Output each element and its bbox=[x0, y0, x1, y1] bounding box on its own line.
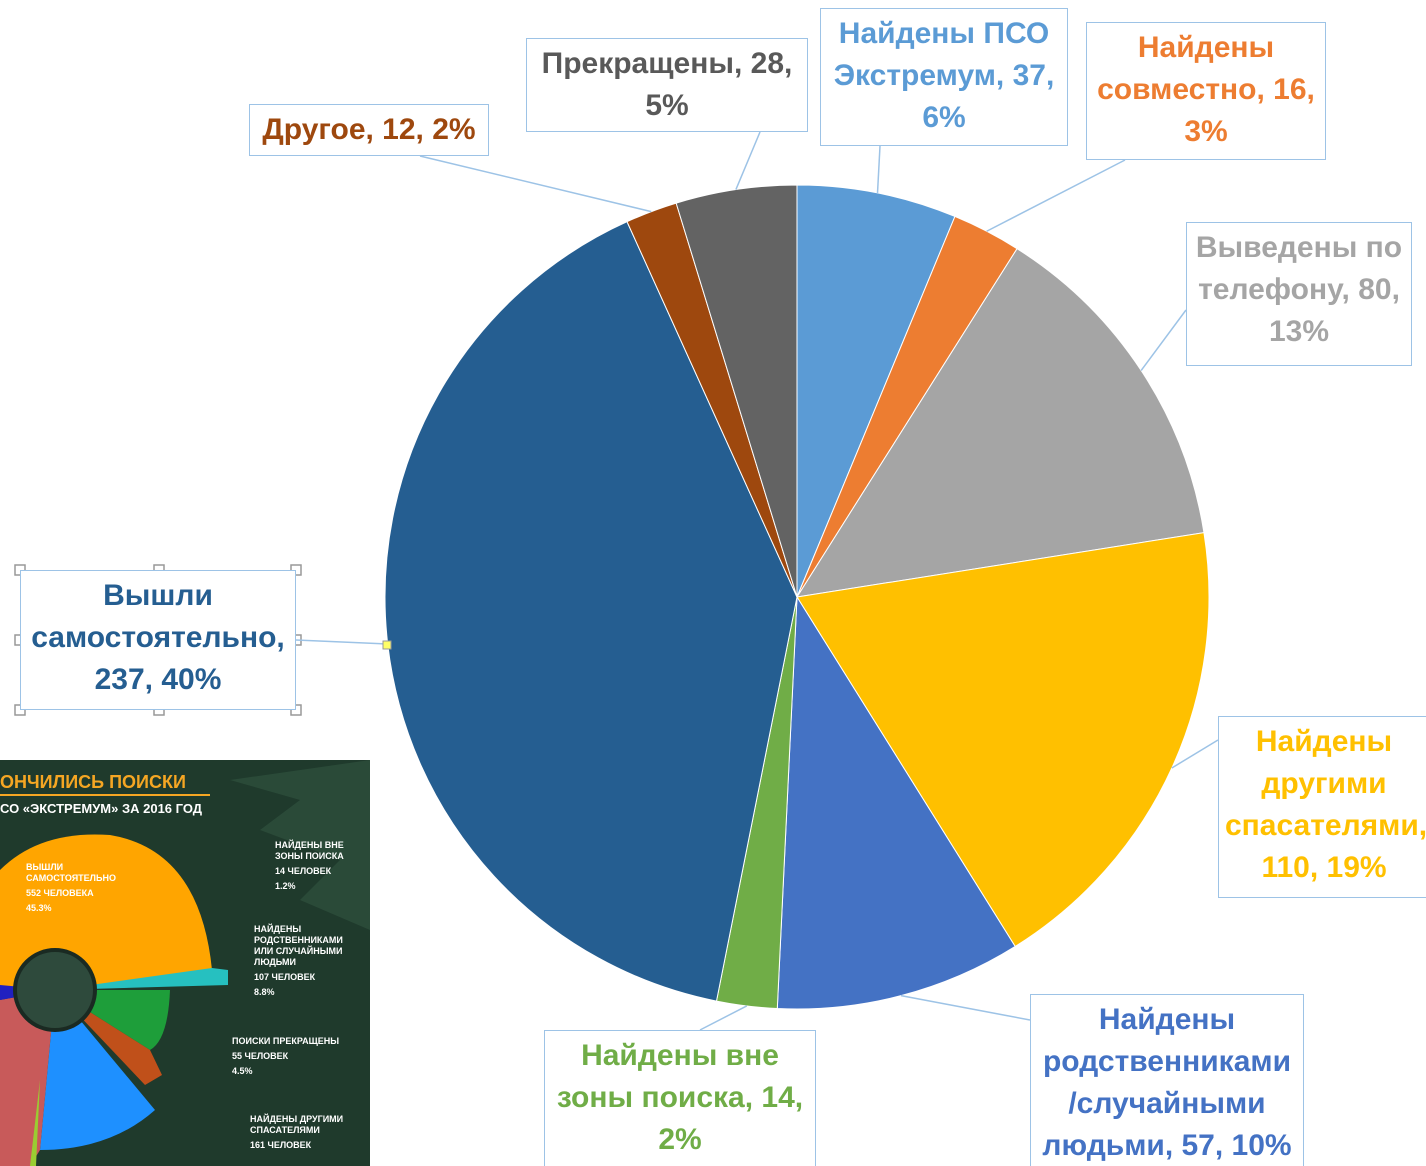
data-label: Найдены родственниками /случайными людьм… bbox=[1030, 994, 1304, 1166]
inset-label-line: 14 ЧЕЛОВЕК bbox=[275, 866, 332, 876]
inset-label-line: ПОИСКИ ПРЕКРАЩЕНЫ bbox=[232, 1036, 340, 1046]
data-label: Прекращены, 28, 5% bbox=[526, 38, 808, 132]
selected-point bbox=[382, 640, 392, 650]
inset-label: ПОИСКИ ПРЕКРАЩЕНЫ 55 ЧЕЛОВЕК 4.5% bbox=[232, 1036, 362, 1081]
inset-label-line: НАЙДЕНЫ ДРУГИМИ СПАСАТЕЛЯМИ bbox=[250, 1114, 344, 1135]
inset-slice bbox=[40, 990, 155, 1150]
handle bbox=[290, 704, 302, 716]
leader-line bbox=[900, 994, 1031, 1021]
data-label: Найдены вне зоны поиска, 14, 2% bbox=[544, 1030, 816, 1166]
leader-line bbox=[699, 1005, 748, 1031]
leader-line bbox=[1171, 739, 1219, 769]
inset-slice bbox=[0, 990, 55, 1166]
leader-line bbox=[986, 159, 1126, 232]
inset-slice bbox=[55, 968, 228, 990]
inset-label-line: 55 ЧЕЛОВЕК bbox=[232, 1051, 289, 1061]
inset-label: ВЫШЛИ САМОСТОЯТЕЛЬНО 552 ЧЕЛОВЕКА 45.3% bbox=[26, 862, 146, 918]
inset-label-line: 1.2% bbox=[275, 881, 296, 891]
inset-label-line: 161 ЧЕЛОВЕК bbox=[250, 1140, 312, 1150]
inset-label-line: 45.3% bbox=[26, 903, 52, 913]
inset-label-line: НАЙДЕНЫ РОДСТВЕННИКАМИ ИЛИ СЛУЧАЙНЫМИ ЛЮ… bbox=[254, 924, 343, 967]
data-label: Другое, 12, 2% bbox=[249, 104, 489, 156]
data-label: Вышли самостоятельно, 237, 40% bbox=[20, 570, 296, 710]
inset-label-line: 107 ЧЕЛОВЕК bbox=[254, 972, 316, 982]
pie-slice bbox=[796, 532, 1210, 948]
leader-lines bbox=[295, 131, 1219, 1031]
inset-label-line: НАЙДЕНЫ ВНЕ ЗОНЫ ПОИСКА bbox=[275, 840, 344, 861]
data-label: Найдены ПСО Экстремум, 37, 6% bbox=[820, 8, 1068, 146]
leader-line bbox=[876, 145, 881, 193]
slices bbox=[384, 184, 1210, 1010]
inset-label: НАЙДЕНЫ ВНЕ ЗОНЫ ПОИСКА 14 ЧЕЛОВЕК 1.2% bbox=[275, 840, 360, 896]
leader-line bbox=[1140, 309, 1187, 371]
leader-line bbox=[735, 131, 761, 190]
inset-hole bbox=[13, 948, 97, 1032]
inset-label-line: 4.5% bbox=[232, 1066, 253, 1076]
inset-label-line: 552 ЧЕЛОВЕКА bbox=[26, 888, 94, 898]
inset-texture bbox=[230, 760, 370, 930]
data-label: Найдены совместно, 16, 3% bbox=[1086, 22, 1326, 160]
inset-label: НАЙДЕНЫ РОДСТВЕННИКАМИ ИЛИ СЛУЧАЙНЫМИ ЛЮ… bbox=[254, 924, 364, 1002]
pie-slice bbox=[795, 248, 1205, 598]
inset-title: ОНЧИЛИСЬ ПОИСКИ bbox=[0, 772, 186, 792]
inset-slice bbox=[30, 1080, 40, 1166]
data-label: Найдены другими спасателями, 110, 19% bbox=[1218, 716, 1426, 898]
pie-slice bbox=[776, 595, 1016, 1010]
inset-label: НАЙДЕНЫ ДРУГИМИ СПАСАТЕЛЯМИ 161 ЧЕЛОВЕК bbox=[250, 1114, 365, 1155]
data-label: Выведены по телефону, 80, 13% bbox=[1186, 222, 1412, 366]
leader-line bbox=[419, 155, 652, 213]
leader-line bbox=[295, 639, 388, 645]
inset-subtitle: СО «ЭКСТРЕМУМ» ЗА 2016 ГОД bbox=[0, 801, 203, 816]
inset-label-line: ВЫШЛИ САМОСТОЯТЕЛЬНО bbox=[26, 862, 116, 883]
inset-label-line: 8.8% bbox=[254, 987, 275, 997]
inset-art bbox=[0, 760, 370, 1166]
